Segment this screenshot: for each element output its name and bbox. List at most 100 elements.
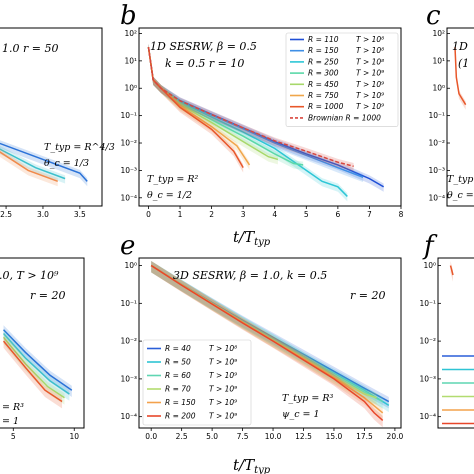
x-axis-label-top: t/Ttyp — [233, 228, 271, 248]
panel-e-ytick-label-0: 10⁰ — [124, 261, 137, 270]
panel-e-ytick-label-3: 10⁻³ — [120, 374, 137, 383]
panel-d-theta: = 1 — [2, 416, 19, 427]
panel-e-legend-label-0: R = 40 — [165, 344, 191, 353]
panel-b-x-ticks: 0 1 2 3 4 5 6 7 8 — [146, 206, 404, 219]
panel-b-xtick-label-3: 3 — [241, 210, 246, 219]
panel-c-ytick-label-0: 10² — [432, 29, 445, 38]
panel-e-frame — [138, 257, 402, 429]
panel-a-xtick-label-2: 3.5 — [74, 210, 86, 219]
panel-e-band-4 — [151, 261, 383, 420]
panel-f: 10⁰ 10⁻¹ 10⁻² 10⁻³ 10⁻⁴ — [419, 257, 474, 429]
panel-b-band-2 — [148, 43, 348, 202]
panel-c-law: T_typ = — [447, 174, 474, 185]
panel-e-psi: ψ_c = 1 — [282, 409, 320, 420]
panel-a-frame — [0, 27, 103, 207]
panel-a-xtick-label-0: 2.5 — [0, 210, 12, 219]
panel-e-xtick-label-7: 17.5 — [356, 432, 373, 441]
panel-f-ytick-label-1: 10⁻¹ — [419, 299, 436, 308]
panel-e-legend-cond-5: T > 10⁹ — [209, 412, 237, 421]
panel-e-x-ticks: 0.0 2.5 5.0 7.5 10.0 12.5 15.0 17.5 20.0 — [145, 428, 403, 441]
panel-e-y-ticks: 10⁰ 10⁻¹ 10⁻² 10⁻³ 10⁻⁴ — [120, 261, 142, 421]
panel-b-band-6 — [148, 43, 244, 173]
panel-e-xtick-label-2: 5.0 — [206, 432, 218, 441]
panel-b-legend-box — [285, 32, 399, 127]
panel-e-xtick-label-0: 0.0 — [145, 432, 157, 441]
panel-b-legend-cond-6: T > 10⁹ — [356, 102, 384, 111]
panel-e-xtick-label-6: 15.0 — [326, 432, 343, 441]
panel-c-theta: θ_c = — [447, 190, 474, 201]
panel-e-legend-cond-2: T > 10⁹ — [209, 371, 237, 380]
panel-b-lines — [147, 43, 385, 202]
panel-f-frame — [437, 257, 474, 429]
panel-b-title: 1D SESRW, β = 0.5 — [150, 40, 257, 53]
panel-d-series-1 — [2, 333, 70, 395]
panel-letter-f: f — [422, 231, 438, 261]
panel-c-ytick-label-6: 10⁻⁴ — [428, 193, 445, 202]
panel-b-theta: θ_c = 1/2 — [147, 190, 192, 201]
panel-e-legend-cond-3: T > 10⁹ — [209, 385, 237, 394]
panel-c-ytick-label-5: 10⁻³ — [428, 166, 445, 175]
panel-d-frame — [0, 257, 85, 429]
panel-d-series-3 — [2, 340, 63, 403]
panel-b-ytick-label-0: 10² — [124, 29, 137, 38]
panel-e-xtick-label-1: 2.5 — [176, 432, 188, 441]
panel-e-legend: R = 40 T > 10⁸ R = 50 T > 10⁹ R = 60 T > 10⁹ R… — [142, 339, 252, 426]
panel-b: 10² 10¹ 10⁰ 10⁻¹ 10⁻² 10⁻³ 10⁻⁴ 0 1 2 3 4 5 6 7 8 1D S… — [120, 27, 404, 219]
panel-b-band-0 — [148, 43, 384, 192]
panel-a-law: T_typ = R^4/3 — [44, 142, 115, 153]
panel-e-title: 3D SESRW, β = 1.0, k = 0.5 — [173, 269, 327, 282]
panel-b-legend-cond-2: T > 10⁸ — [356, 57, 384, 66]
panel-a-title: 1.0 r = 50 — [2, 42, 58, 55]
panel-b-law: T_typ = R² — [147, 174, 199, 185]
panel-a-x-ticks: 2.5 3.0 3.5 — [0, 206, 86, 219]
panel-a-band-1 — [0, 145, 66, 184]
panel-b-ytick-label-3: 10⁻¹ — [120, 111, 137, 120]
panel-c-ytick-label-4: 10⁻² — [428, 139, 445, 148]
panel-b-xtick-label-8: 8 — [399, 210, 404, 219]
panel-e-r: r = 20 — [350, 289, 385, 302]
panel-letter-e: e — [120, 231, 135, 261]
panel-c-series-0 — [454, 47, 467, 106]
panel-b-legend-label-3: R = 300 — [308, 69, 339, 78]
panel-b-legend-label-4: R = 450 — [308, 80, 339, 89]
panel-b-xtick-label-5: 5 — [304, 210, 309, 219]
panel-a-lines — [0, 140, 88, 187]
panel-b-ytick-label-6: 10⁻⁴ — [120, 193, 137, 202]
panel-d-lines — [2, 325, 73, 409]
panel-e-legend-box — [142, 339, 252, 426]
panel-e-legend-label-2: R = 60 — [165, 371, 191, 380]
panel-b-legend-cond-5: T > 10⁹ — [356, 91, 384, 100]
panel-c-frame — [446, 27, 474, 207]
panel-c-sub: (1 — [458, 57, 469, 70]
panel-e-ytick-label-1: 10⁻¹ — [120, 299, 137, 308]
panel-b-xtick-label-1: 1 — [178, 210, 183, 219]
panel-b-band-7 — [148, 43, 354, 172]
panel-e-ytick-label-2: 10⁻² — [120, 337, 137, 346]
panel-e-legend-label-4: R = 150 — [165, 398, 196, 407]
panel-e-xtick-label-5: 12.5 — [295, 432, 312, 441]
panel-b-legend-label-1: R = 150 — [308, 46, 339, 55]
panel-b-y-ticks: 10² 10¹ 10⁰ 10⁻¹ 10⁻² 10⁻³ 10⁻⁴ — [120, 29, 142, 202]
panel-a-series-1 — [0, 148, 66, 180]
panel-b-ytick-label-5: 10⁻³ — [120, 166, 137, 175]
panel-f-series-0 — [449, 265, 454, 276]
panel-e-xtick-label-8: 20.0 — [387, 432, 404, 441]
panel-letter-c: c — [426, 1, 441, 31]
panel-d-band-3 — [3, 336, 63, 409]
panel-f-ytick-label-4: 10⁻⁴ — [419, 412, 436, 421]
panel-b-legend-cond-0: T > 10⁸ — [356, 35, 384, 44]
panel-b-band-4 — [148, 43, 278, 165]
panel-e: 10⁰ 10⁻¹ 10⁻² 10⁻³ 10⁻⁴ 0.0 2.5 5.0 7.5 10.0 12.5… — [120, 257, 403, 441]
panel-a-band-2 — [0, 148, 58, 187]
panel-c-ytick-label-3: 10⁻¹ — [428, 111, 445, 120]
panel-b-xtick-label-4: 4 — [272, 210, 277, 219]
panel-b-ytick-label-1: 10¹ — [124, 56, 137, 65]
panel-b-legend-label-7: Brownian R = 1000 — [308, 113, 381, 122]
x-axis-label-bottom: t/Ttyp — [233, 456, 271, 474]
panel-b-xtick-label-0: 0 — [146, 210, 151, 219]
panel-c-ytick-label-2: 10⁰ — [432, 84, 445, 93]
panel-b-legend-cond-1: T > 10⁸ — [356, 46, 384, 55]
panel-b-ytick-label-4: 10⁻² — [120, 139, 137, 148]
